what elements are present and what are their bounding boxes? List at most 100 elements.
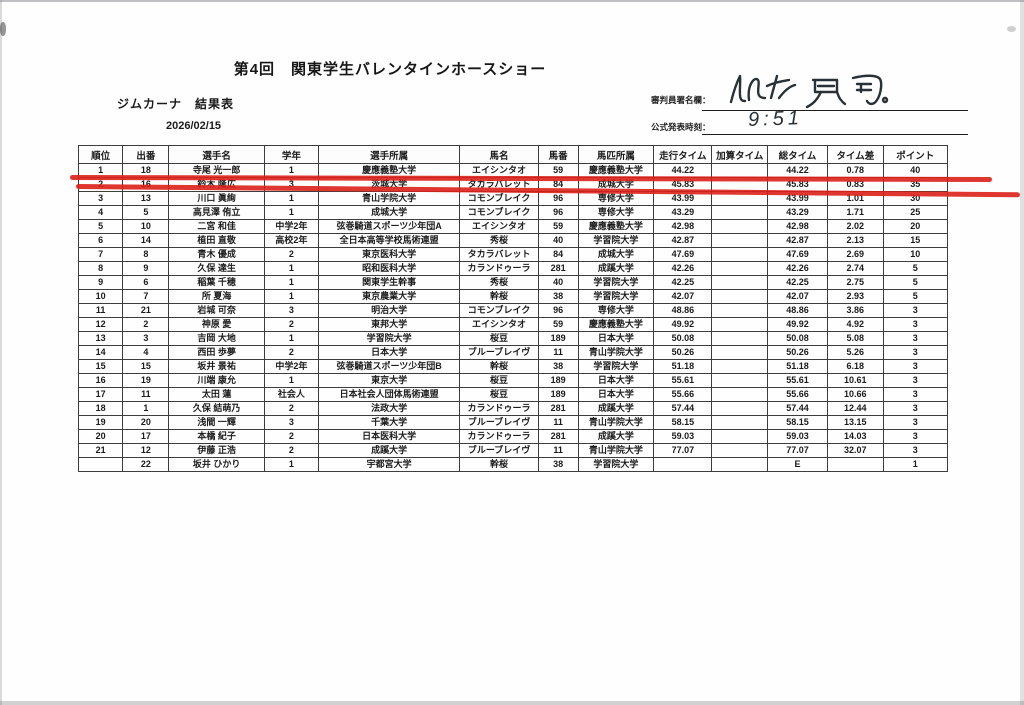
table-cell: 5: [882, 275, 949, 290]
table-cell: 3: [882, 415, 949, 430]
column-header: タイム差: [827, 145, 884, 164]
table-cell: 1: [263, 205, 319, 220]
announce-time-line: [702, 134, 968, 135]
table-cell: 2.02: [827, 219, 884, 234]
table-cell: 9: [77, 275, 124, 290]
table-cell: 84: [537, 247, 579, 262]
table-row: 4 5 高見澤 侑立 1 成城大学 コモンブレイク 96 専修大学 43.29 43.29 1.71…: [77, 205, 949, 220]
table-cell: 1: [263, 289, 319, 304]
table-cell: 青山学院大学: [577, 415, 655, 430]
table-cell: 日本大学: [577, 373, 655, 388]
table-cell: 2.13: [827, 233, 884, 248]
table-cell: 1: [882, 457, 949, 472]
table-cell: 5: [77, 219, 124, 234]
table-cell: 12: [122, 443, 170, 458]
table-cell: 14: [77, 345, 124, 360]
table-cell: 22: [122, 457, 170, 472]
table-cell: 19: [122, 373, 170, 388]
table-cell: 59.03: [653, 429, 713, 444]
table-cell: 2: [263, 317, 319, 332]
table-row: 13 3 吉岡 大地 1 学習院大学 桜豆 189 日本大学 50.08 50.08 5.08 3: [77, 331, 949, 346]
table-cell: 学習院大学: [577, 233, 655, 248]
table-cell: [711, 373, 769, 388]
report-date: 2026/02/15: [166, 120, 222, 132]
table-cell: 成蹊大学: [577, 261, 655, 276]
column-header: 走行タイム: [653, 145, 713, 164]
table-cell: 44.22: [767, 163, 828, 178]
table-cell: 57.44: [767, 401, 828, 416]
table-cell: ブルーブレイヴ: [459, 345, 539, 360]
table-cell: 伊藤 正浩: [168, 443, 265, 458]
table-cell: 21: [77, 443, 124, 458]
table-cell: 慶應義塾大学: [577, 317, 655, 332]
table-cell: 1: [263, 331, 319, 346]
table-cell: 明治大学: [317, 303, 461, 318]
table-cell: 55.61: [767, 373, 828, 388]
table-cell: [711, 219, 769, 234]
table-cell: 32.07: [827, 443, 884, 458]
table-cell: 日本大学: [577, 387, 655, 402]
column-header: 学年: [263, 145, 319, 164]
table-cell: 川口 眞絢: [168, 191, 265, 206]
table-cell: 55.66: [767, 387, 828, 402]
column-header: 選手名: [168, 145, 265, 164]
table-cell: 東京大学: [317, 373, 461, 388]
table-cell: 日本医科大学: [317, 429, 461, 444]
column-header: 総タイム: [767, 145, 828, 164]
table-cell: 神原 愛: [168, 317, 265, 332]
table-cell: 2.74: [827, 261, 884, 276]
table-cell: 学習院大学: [577, 457, 655, 472]
table-cell: 281: [537, 261, 579, 276]
table-cell: 所 夏海: [168, 289, 265, 304]
table-cell: [711, 345, 769, 360]
table-row: 15 15 坂井 景祐 中学2年 弦巻騎道スポーツ少年団B 幹桜 38 学習院大学 51.18 5…: [77, 359, 949, 374]
page-title: 第4回 関東学生バレンタインホースショー: [233, 61, 547, 78]
table-cell: 秀桜: [459, 233, 539, 248]
announce-time-value: 9:51: [747, 107, 804, 131]
table-cell: カランドゥーラ: [459, 261, 539, 276]
column-header: 馬名: [459, 145, 539, 164]
table-cell: 0.78: [827, 163, 884, 178]
table-cell: 太田 蓮: [168, 387, 265, 402]
table-cell: 15: [882, 233, 949, 248]
table-cell: 2: [263, 443, 319, 458]
scan-edge-top: [0, 0, 1024, 2]
table-cell: [711, 233, 769, 248]
table-cell: 40: [882, 163, 949, 178]
table-cell: 3: [882, 303, 949, 318]
table-cell: 38: [537, 457, 579, 472]
table-cell: 3: [263, 415, 319, 430]
table-cell: 42.98: [767, 219, 828, 234]
table-cell: 16: [77, 373, 124, 388]
table-cell: 20: [122, 415, 170, 430]
table-cell: 2: [263, 345, 319, 360]
table-cell: ブルーブレイヴ: [459, 443, 539, 458]
table-cell: 日本大学: [317, 345, 461, 360]
table-cell: 189: [537, 331, 579, 346]
table-cell: [653, 457, 713, 472]
judge-signature-line: [702, 110, 968, 111]
results-table-body: 1 18 寺尾 光一郎 1 慶應義塾大学 エイシンタオ 59 慶應義塾大学 44.22 44.22…: [77, 163, 949, 472]
table-cell: 59: [537, 219, 579, 234]
table-cell: 48.86: [767, 303, 828, 318]
table-cell: 坂井 景祐: [168, 359, 265, 374]
header-row: 順位 出番 選手名 学年 選手所属 馬名 馬番 馬匹所属 走行タイム 加算タイム 総タイム タイム差ポ…: [77, 145, 949, 164]
table-row: 12 2 神原 愛 2 東邦大学 エイシンタオ 59 慶應義塾大学 49.92 49.92 4.92…: [77, 317, 949, 332]
table-cell: 12.44: [827, 401, 884, 416]
announce-time-label: 公式発表時刻：: [651, 122, 711, 132]
table-cell: 桜豆: [459, 331, 539, 346]
table-cell: E: [767, 457, 828, 472]
table-cell: 51.18: [653, 359, 713, 374]
table-cell: 千葉大学: [317, 415, 461, 430]
table-cell: 青木 優成: [168, 247, 265, 262]
table-cell: 稲葉 千穂: [168, 275, 265, 290]
table-cell: 51.18: [767, 359, 828, 374]
table-cell: 43.29: [653, 205, 713, 220]
table-cell: 20: [77, 429, 124, 444]
table-cell: 幹桜: [459, 289, 539, 304]
table-cell: 全日本高等学校馬術連盟: [317, 233, 461, 248]
table-cell: 50.08: [653, 331, 713, 346]
table-cell: 11: [77, 303, 124, 318]
